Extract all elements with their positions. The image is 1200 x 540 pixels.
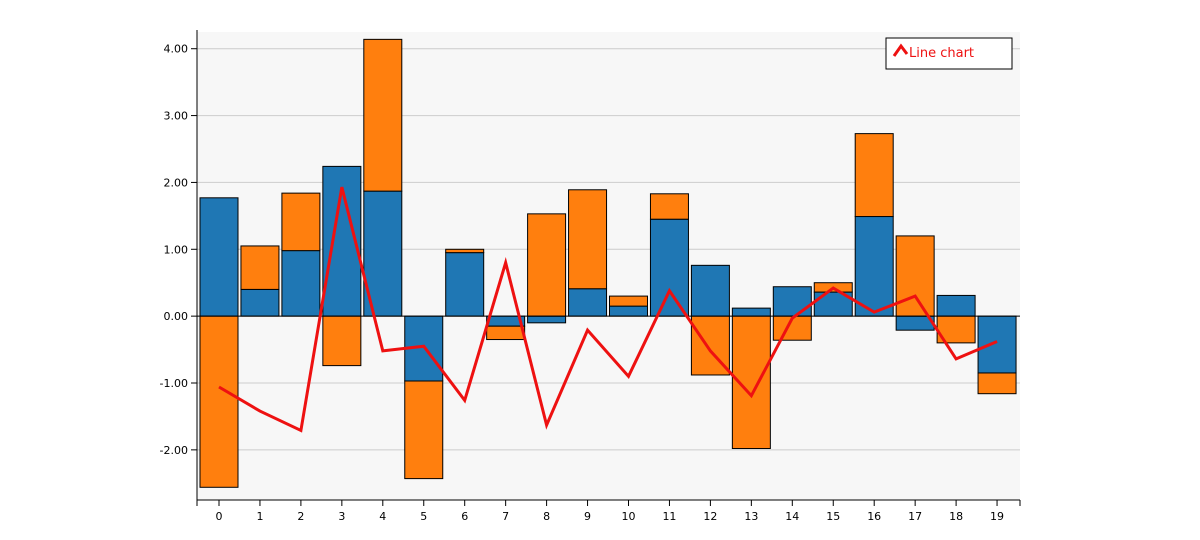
bar-series0-cat0 bbox=[199, 197, 239, 317]
bar-series1-cat17 bbox=[895, 235, 935, 317]
bar-series0-cat1 bbox=[240, 288, 280, 317]
x-tick-label: 6 bbox=[461, 510, 468, 523]
x-tick-label: 10 bbox=[622, 510, 636, 523]
x-tick-label: 9 bbox=[584, 510, 591, 523]
y-tick-label: 0.00 bbox=[164, 310, 189, 323]
x-tick-label: 11 bbox=[662, 510, 676, 523]
bar-series1-cat1 bbox=[240, 245, 280, 290]
line-series-path bbox=[218, 186, 998, 433]
y-tick-label: -2.00 bbox=[160, 444, 188, 457]
y-axis: -2.00 -1.00 0.00 1.00 2.00 3.00 4.00 bbox=[160, 30, 198, 500]
bar-series0-cat18 bbox=[936, 294, 976, 317]
x-tick-label: 8 bbox=[543, 510, 550, 523]
x-tick-label: 19 bbox=[990, 510, 1004, 523]
legend-entry-line-chart: Line chart bbox=[909, 46, 974, 61]
bar-series1-cat11 bbox=[649, 193, 689, 220]
bar-series1-cat3 bbox=[322, 315, 362, 367]
y-tick-label: 3.00 bbox=[164, 110, 189, 123]
x-tick-label: 15 bbox=[826, 510, 840, 523]
bar-series0-cat10 bbox=[609, 305, 648, 317]
bar-series1-cat2 bbox=[281, 192, 321, 252]
bar-series1-cat7 bbox=[486, 325, 526, 341]
x-tick-label: 16 bbox=[867, 510, 881, 523]
line-series bbox=[218, 186, 998, 433]
y-tick-label: 4.00 bbox=[164, 43, 189, 56]
bars bbox=[199, 38, 1017, 488]
bar-series1-cat8 bbox=[527, 213, 567, 317]
x-tick-label: 2 bbox=[297, 510, 304, 523]
bar-series1-cat16 bbox=[854, 133, 894, 218]
x-tick-label: 3 bbox=[338, 510, 345, 523]
bar-series0-cat6 bbox=[445, 252, 485, 317]
bar-series1-cat5 bbox=[404, 380, 444, 480]
bar-series1-cat19 bbox=[977, 372, 1017, 395]
x-tick-label: 0 bbox=[216, 510, 223, 523]
y-tick-label: -1.00 bbox=[160, 377, 188, 390]
x-tick-label: 18 bbox=[949, 510, 963, 523]
legend[interactable]: Line chart bbox=[885, 37, 1013, 70]
bar-series1-cat4 bbox=[363, 38, 403, 192]
x-axis: 0 1 2 3 4 5 6 7 8 9 10 11 12 13 14 15 16 17 18 19 bbox=[196, 499, 1021, 523]
bar-series0-cat11 bbox=[649, 218, 689, 317]
x-tick-label: 12 bbox=[703, 510, 717, 523]
bar-series0-cat19 bbox=[977, 315, 1017, 374]
bar-series1-cat6 bbox=[445, 248, 485, 254]
bar-series1-cat0 bbox=[199, 315, 239, 488]
bar-series0-cat12 bbox=[690, 264, 730, 317]
bar-series0-cat8 bbox=[527, 315, 567, 324]
bar-series0-cat9 bbox=[568, 288, 608, 317]
bar-series0-cat13 bbox=[731, 307, 771, 317]
bar-series1-cat10 bbox=[609, 295, 648, 307]
x-tick-label: 17 bbox=[908, 510, 922, 523]
y-tick-label: 1.00 bbox=[164, 243, 189, 256]
line-chart-icon bbox=[892, 43, 909, 57]
x-tick-label: 7 bbox=[502, 510, 509, 523]
bar-series0-cat14 bbox=[772, 286, 812, 317]
x-tick-label: 4 bbox=[379, 510, 386, 523]
bar-series0-cat2 bbox=[281, 250, 321, 317]
bar-series0-cat16 bbox=[854, 216, 894, 317]
x-tick-label: 5 bbox=[420, 510, 427, 523]
x-tick-label: 13 bbox=[744, 510, 758, 523]
y-tick-label: 2.00 bbox=[164, 176, 189, 189]
x-tick-label: 14 bbox=[785, 510, 799, 523]
bar-series1-cat9 bbox=[568, 189, 608, 290]
x-tick-label: 1 bbox=[256, 510, 263, 523]
